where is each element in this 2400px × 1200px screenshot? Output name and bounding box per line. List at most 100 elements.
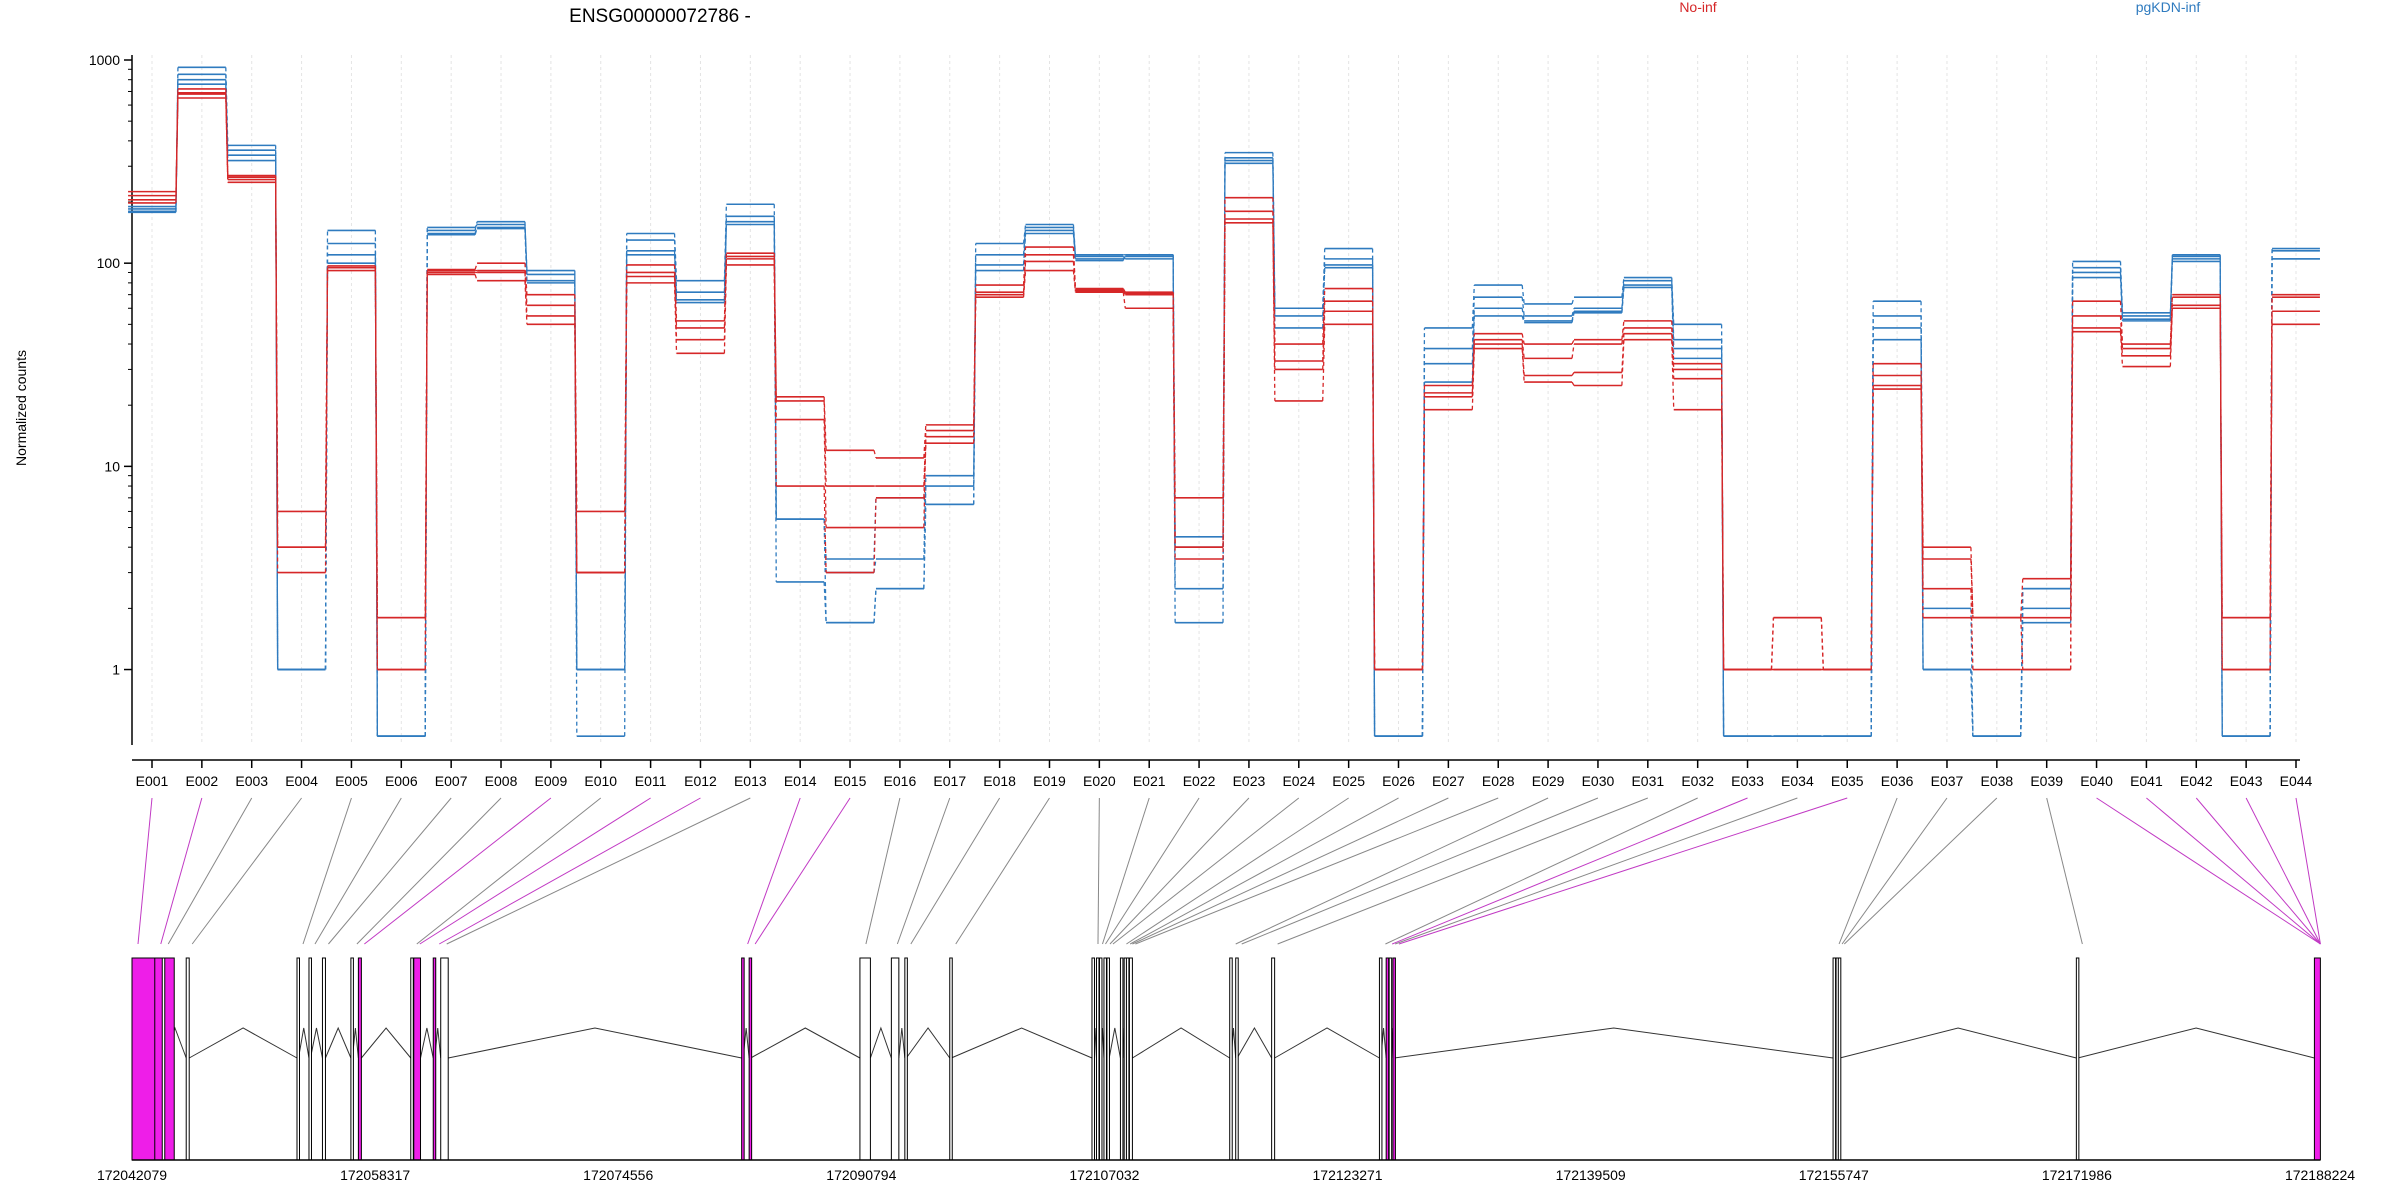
data-connector xyxy=(374,270,379,670)
data-connector xyxy=(1122,254,1126,261)
data-connector xyxy=(673,254,678,303)
x-tick-label: E041 xyxy=(2130,773,2163,789)
data-connector xyxy=(1322,311,1326,370)
data-connector xyxy=(1621,327,1625,345)
data-connector xyxy=(1521,348,1525,383)
data-connector xyxy=(923,443,927,498)
data-connector xyxy=(2219,308,2223,670)
exon-connector xyxy=(1391,797,1748,945)
exon-box xyxy=(2313,957,2321,1161)
exon-connector xyxy=(2096,797,2321,945)
x-tick-label: E027 xyxy=(1432,773,1465,789)
coord-label: 172123271 xyxy=(1313,1167,1383,1183)
x-tick-label: E015 xyxy=(834,773,867,789)
exon-connector xyxy=(2046,797,2083,945)
data-connector xyxy=(1322,288,1326,345)
x-tick-label: E030 xyxy=(1582,773,1615,789)
x-tick-label: E026 xyxy=(1382,773,1415,789)
data-connector xyxy=(1571,308,1575,317)
data-connector xyxy=(524,280,528,325)
exon-box xyxy=(1125,957,1130,1161)
exon-connector xyxy=(1135,797,1499,945)
data-connector xyxy=(1421,409,1426,670)
x-tick-label: E024 xyxy=(1282,773,1315,789)
x-tick-label: E023 xyxy=(1233,773,1266,789)
x-tick-label: E005 xyxy=(335,773,368,789)
coord-label: 172188224 xyxy=(2285,1167,2355,1183)
exon-box xyxy=(1235,957,1239,1161)
x-tick-label: E003 xyxy=(235,773,268,789)
exon-box xyxy=(1103,957,1107,1161)
x-tick-label: E028 xyxy=(1482,773,1515,789)
intron-line xyxy=(1236,1026,1273,1059)
exon-box xyxy=(1388,957,1393,1161)
exon-box xyxy=(1128,957,1133,1161)
exon-connector xyxy=(1385,797,1698,945)
data-connector xyxy=(873,497,877,573)
data-connector xyxy=(1820,617,1824,670)
data-connector xyxy=(275,182,279,548)
coord-label: 172058317 xyxy=(340,1167,410,1183)
x-tick-label: E034 xyxy=(1781,773,1814,789)
data-connector xyxy=(1022,261,1027,295)
data-connector xyxy=(1022,270,1027,298)
x-tick-label: E033 xyxy=(1731,773,1764,789)
data-connector xyxy=(474,274,478,281)
data-connector xyxy=(1022,233,1027,271)
exon-box xyxy=(161,957,166,1161)
data-connector xyxy=(474,262,478,270)
data-connector xyxy=(1172,308,1176,548)
exon-connector xyxy=(314,797,402,945)
chart-title: ENSG00000072786 - xyxy=(569,6,751,27)
data-connector xyxy=(1022,227,1027,255)
exon-box xyxy=(1385,957,1390,1161)
series-No-inf xyxy=(128,93,2320,671)
exon-box xyxy=(1106,957,1110,1161)
x-tick-label: E025 xyxy=(1332,773,1365,789)
intron-line xyxy=(309,1027,323,1059)
x-tick-label: E014 xyxy=(784,773,817,789)
data-connector xyxy=(424,274,428,670)
exon-connector xyxy=(356,797,502,945)
exon-connector xyxy=(191,797,302,945)
exon-box xyxy=(2075,957,2080,1161)
data-connector xyxy=(2119,315,2124,349)
data-connector xyxy=(873,588,877,623)
data-connector xyxy=(1322,264,1326,316)
x-tick-label: E012 xyxy=(684,773,717,789)
x-tick-label: E017 xyxy=(933,773,966,789)
coord-label: 172090794 xyxy=(826,1167,896,1183)
exon-connector xyxy=(1398,797,1848,945)
data-connector xyxy=(324,267,329,573)
data-connector xyxy=(225,97,229,183)
data-connector xyxy=(873,450,877,459)
exon-box xyxy=(1837,957,1842,1161)
data-connector xyxy=(1222,222,1226,548)
exon-connector xyxy=(1097,797,1100,945)
data-connector xyxy=(1970,558,1974,618)
exon-box xyxy=(949,957,953,1161)
intron-line xyxy=(420,1027,434,1059)
intron-line xyxy=(1108,1027,1121,1059)
exon-box xyxy=(890,957,900,1161)
legend-no-inf: No-inf xyxy=(1679,0,1716,15)
exon-connector xyxy=(446,797,751,945)
x-tick-label: E013 xyxy=(734,773,767,789)
x-tick-label: E038 xyxy=(1980,773,2013,789)
exon-connector xyxy=(364,797,552,945)
x-tick-label: E006 xyxy=(385,773,418,789)
data-connector xyxy=(1521,333,1525,345)
data-connector xyxy=(2119,277,2124,321)
y-axis-label: Normalized counts xyxy=(13,350,29,466)
data-connector xyxy=(2119,331,2124,367)
data-connector xyxy=(524,228,528,283)
x-tick-label: E018 xyxy=(983,773,1016,789)
data-connector xyxy=(723,224,728,303)
genomic-coordinate-axis: 172042079 172058317 172074556 172090794 1721… xyxy=(97,1159,2355,1183)
x-tick-label: E032 xyxy=(1681,773,1714,789)
data-connector xyxy=(2020,622,2024,737)
intron-line xyxy=(869,1026,892,1059)
data-connector xyxy=(2169,261,2173,321)
data-connector xyxy=(1022,224,1027,244)
